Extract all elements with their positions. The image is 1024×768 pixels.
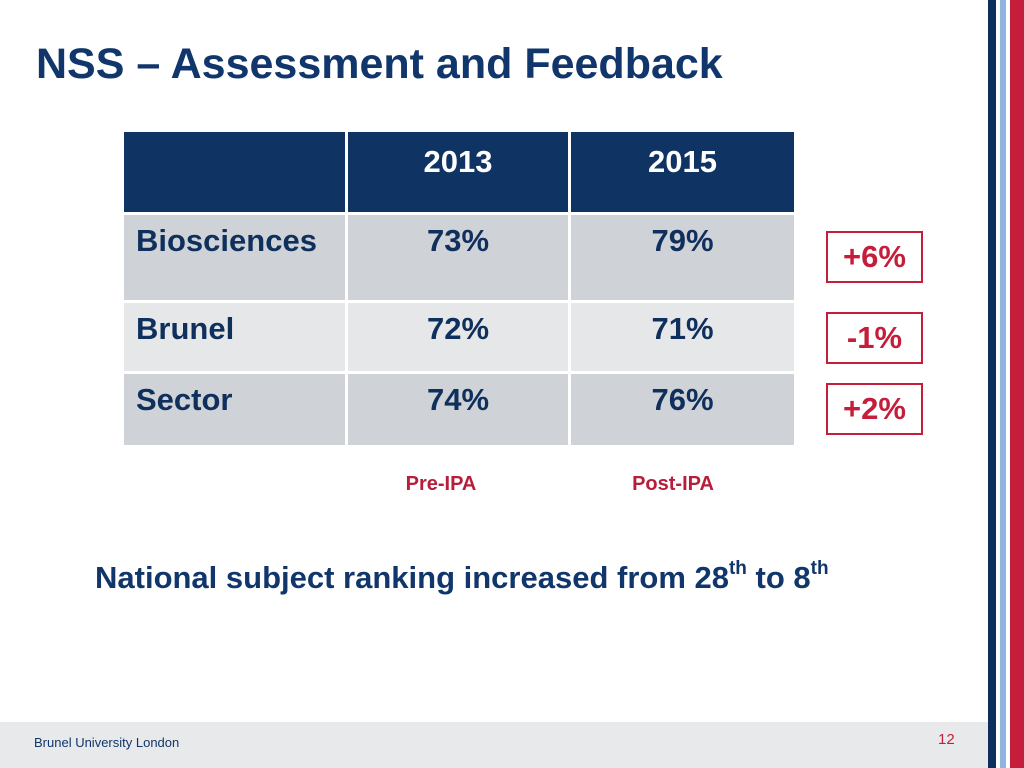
footer-organization: Brunel University London [34, 735, 180, 750]
value-2013: 73% [348, 215, 571, 303]
summary-superscript-b: th [810, 557, 829, 579]
summary-text-a: National subject ranking increased from … [95, 560, 729, 595]
navy-stripe [988, 0, 996, 768]
value-2013: 72% [348, 303, 571, 374]
row-label: Sector [124, 374, 348, 445]
white-stripe [1006, 0, 1010, 768]
page-number: 12 [938, 731, 955, 748]
slide-title: NSS – Assessment and Feedback [36, 40, 723, 88]
light-blue-stripe [1000, 0, 1006, 768]
table-row: Brunel 72% 71% [124, 303, 794, 374]
table-header-row: 2013 2015 [124, 132, 794, 215]
pre-ipa-label: Pre-IPA [405, 473, 477, 495]
value-2015: 71% [571, 303, 794, 374]
change-badge-sector: +2% [826, 383, 923, 435]
change-badge-biosciences: +6% [826, 231, 923, 283]
header-cell-2013: 2013 [348, 132, 571, 215]
header-cell-2015: 2015 [571, 132, 794, 215]
table-row: Sector 74% 76% [124, 374, 794, 445]
header-cell-empty [124, 132, 348, 215]
table-row: Biosciences 73% 79% [124, 215, 794, 303]
nss-results-table: 2013 2015 Biosciences 73% 79% Brunel 72%… [124, 132, 794, 445]
row-label: Biosciences [124, 215, 348, 303]
white-stripe [996, 0, 1000, 768]
value-2015: 79% [571, 215, 794, 303]
summary-text-b: to 8 [746, 560, 811, 595]
change-badge-brunel: -1% [826, 312, 923, 364]
post-ipa-label: Post-IPA [632, 473, 714, 495]
row-label: Brunel [124, 303, 348, 374]
ranking-summary: National subject ranking increased from … [95, 557, 829, 596]
red-stripe [1010, 0, 1024, 768]
footer-bar: Brunel University London 12 [0, 722, 988, 768]
decorative-side-stripes [988, 0, 1024, 768]
summary-superscript-a: th [728, 557, 747, 579]
value-2015: 76% [571, 374, 794, 445]
value-2013: 74% [348, 374, 571, 445]
